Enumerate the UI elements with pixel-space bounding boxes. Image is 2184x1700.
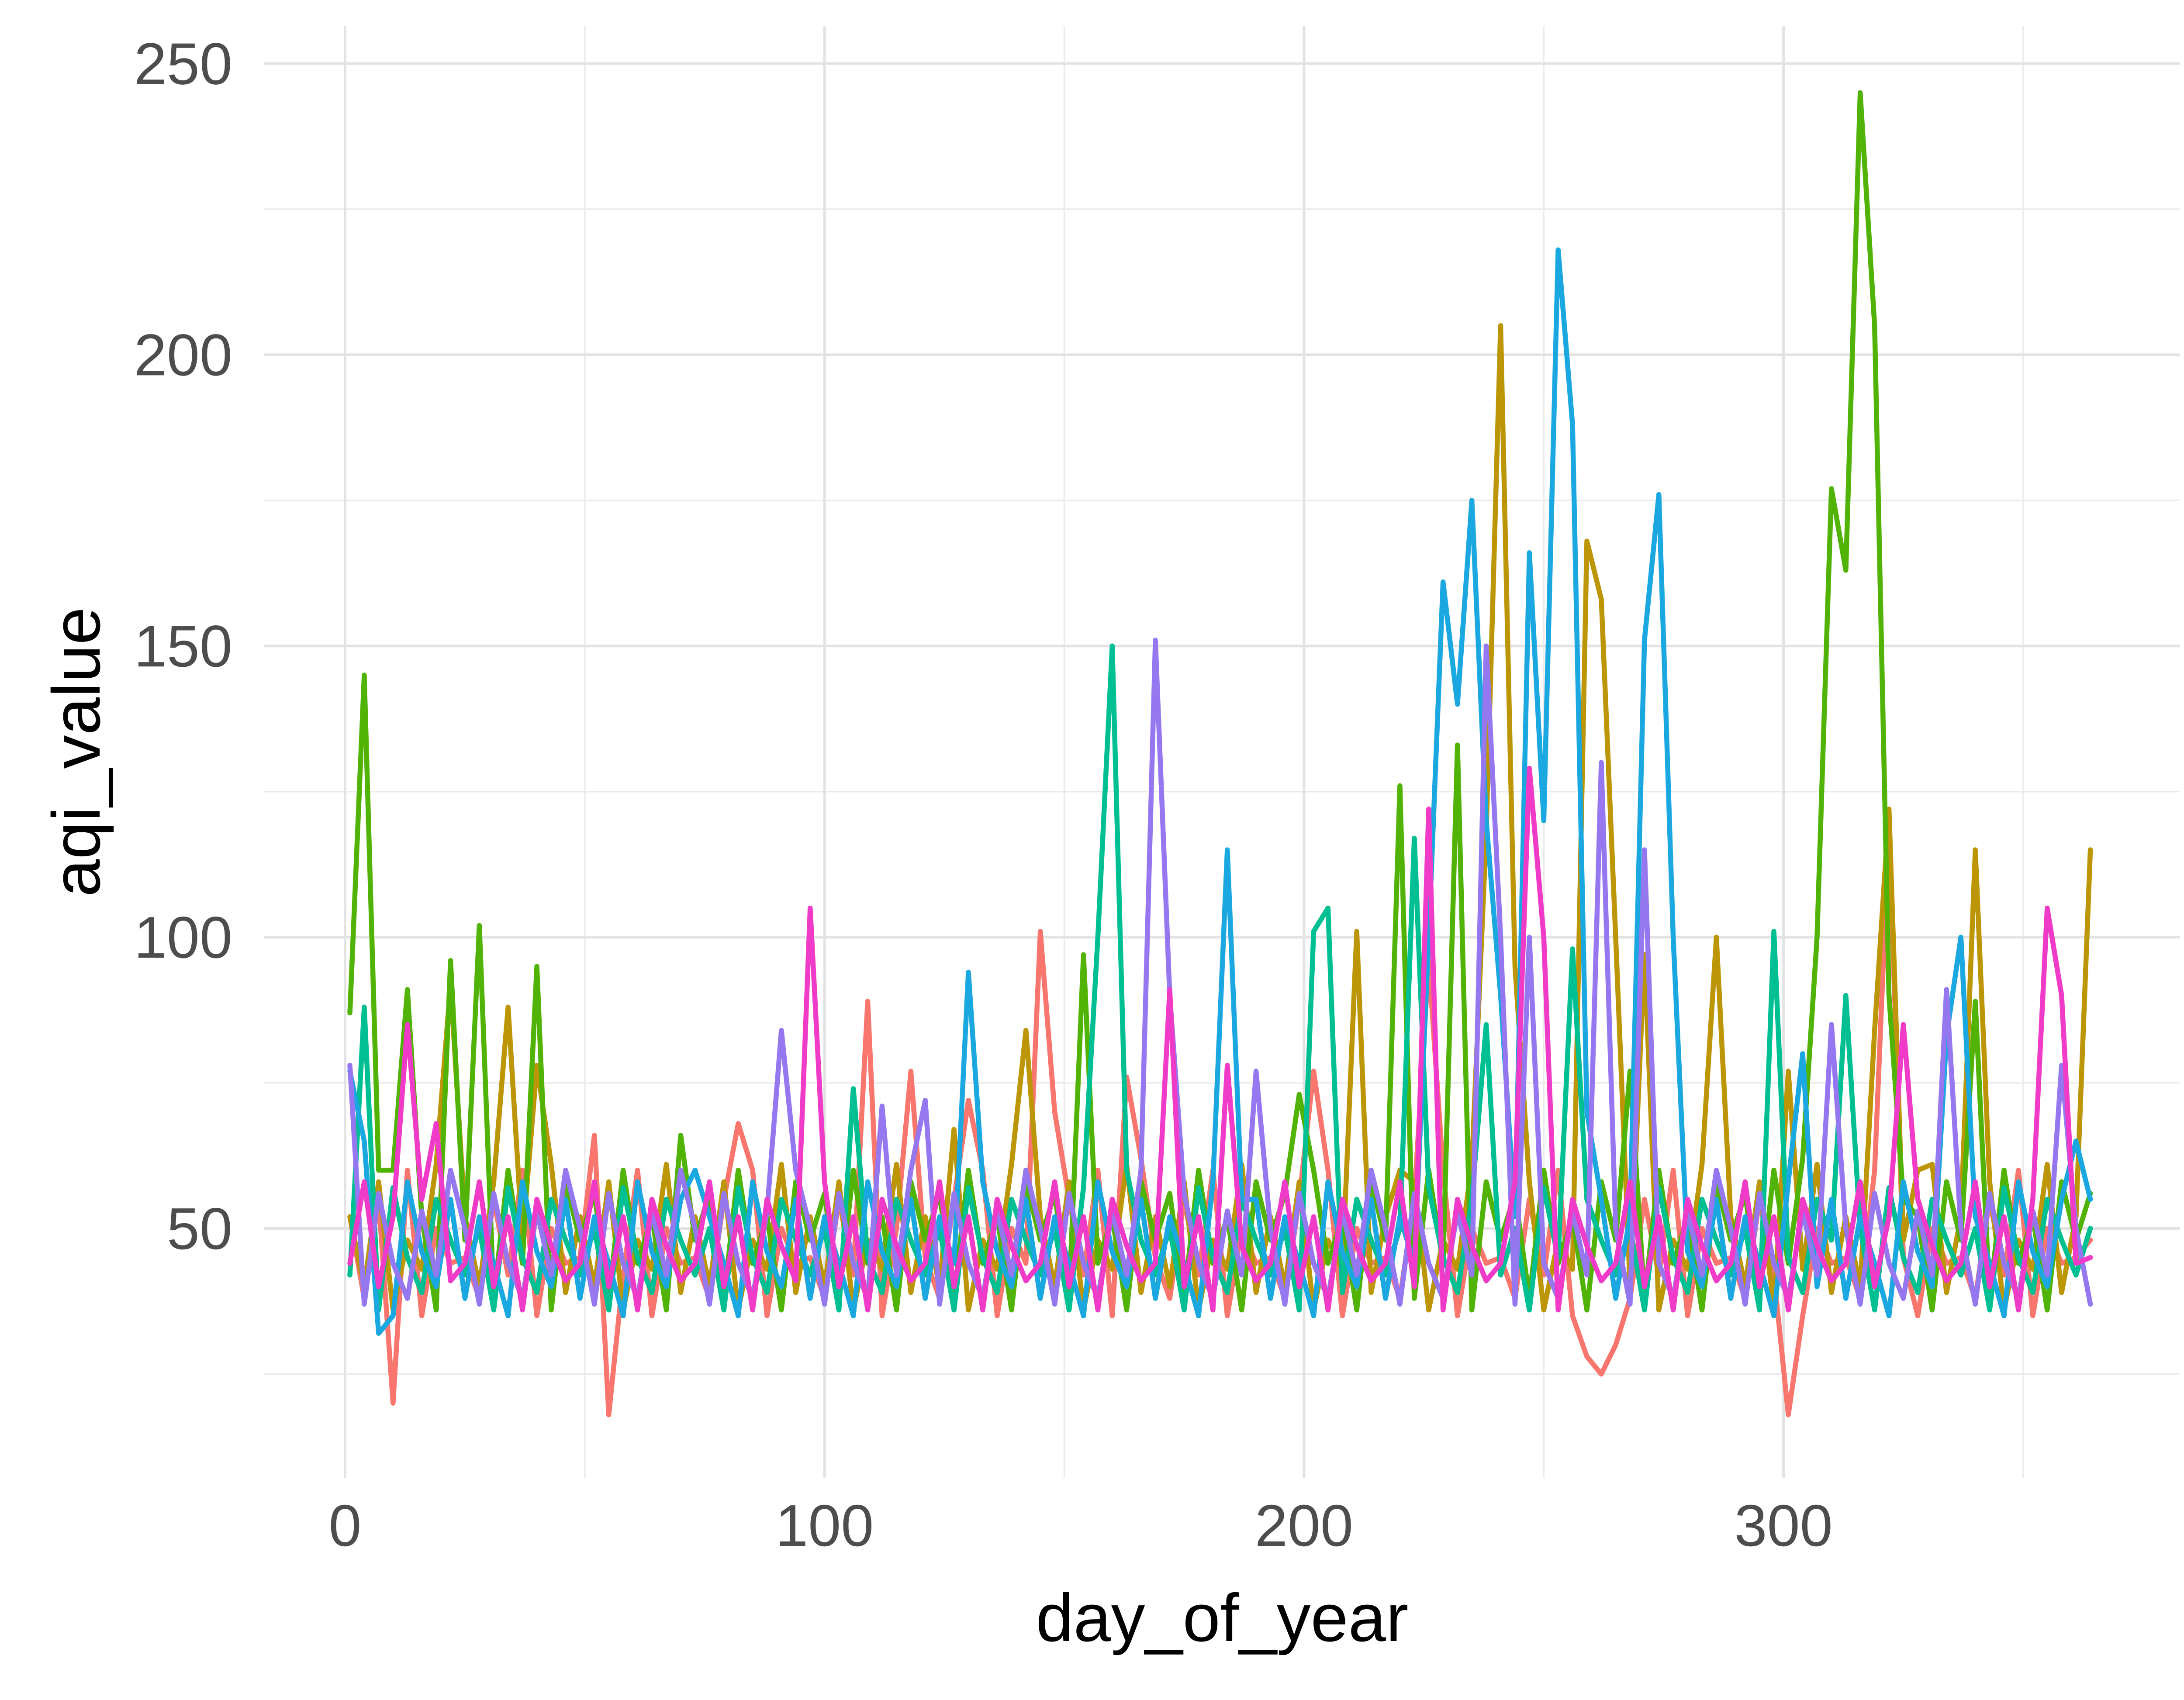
y-tick-label: 100: [134, 904, 232, 970]
y-axis-tick-labels: 50 100 150 200 250: [134, 31, 232, 1262]
series-line-2020: [347, 247, 2093, 1336]
y-tick-label: 150: [134, 613, 232, 679]
x-tick-label: 300: [1734, 1493, 1832, 1559]
series-line-2018: [347, 90, 2093, 1313]
x-axis-title: day_of_year: [1036, 1580, 1409, 1655]
x-tick-label: 100: [775, 1493, 874, 1559]
data-series-lines: [347, 90, 2093, 1417]
y-tick-label: 250: [134, 31, 232, 97]
y-axis-title: aqi_value: [38, 607, 114, 897]
series-line-2019: [347, 643, 2093, 1313]
x-axis-tick-labels: 0 100 200 300: [328, 1493, 1832, 1559]
series-line-2022: [347, 766, 2093, 1313]
minor-gridlines: [264, 26, 2180, 1478]
x-tick-label: 0: [328, 1493, 361, 1559]
series-line-2016: [347, 824, 2093, 1417]
x-tick-label: 200: [1255, 1493, 1353, 1559]
y-tick-label: 200: [134, 322, 232, 388]
y-tick-label: 50: [167, 1196, 232, 1262]
